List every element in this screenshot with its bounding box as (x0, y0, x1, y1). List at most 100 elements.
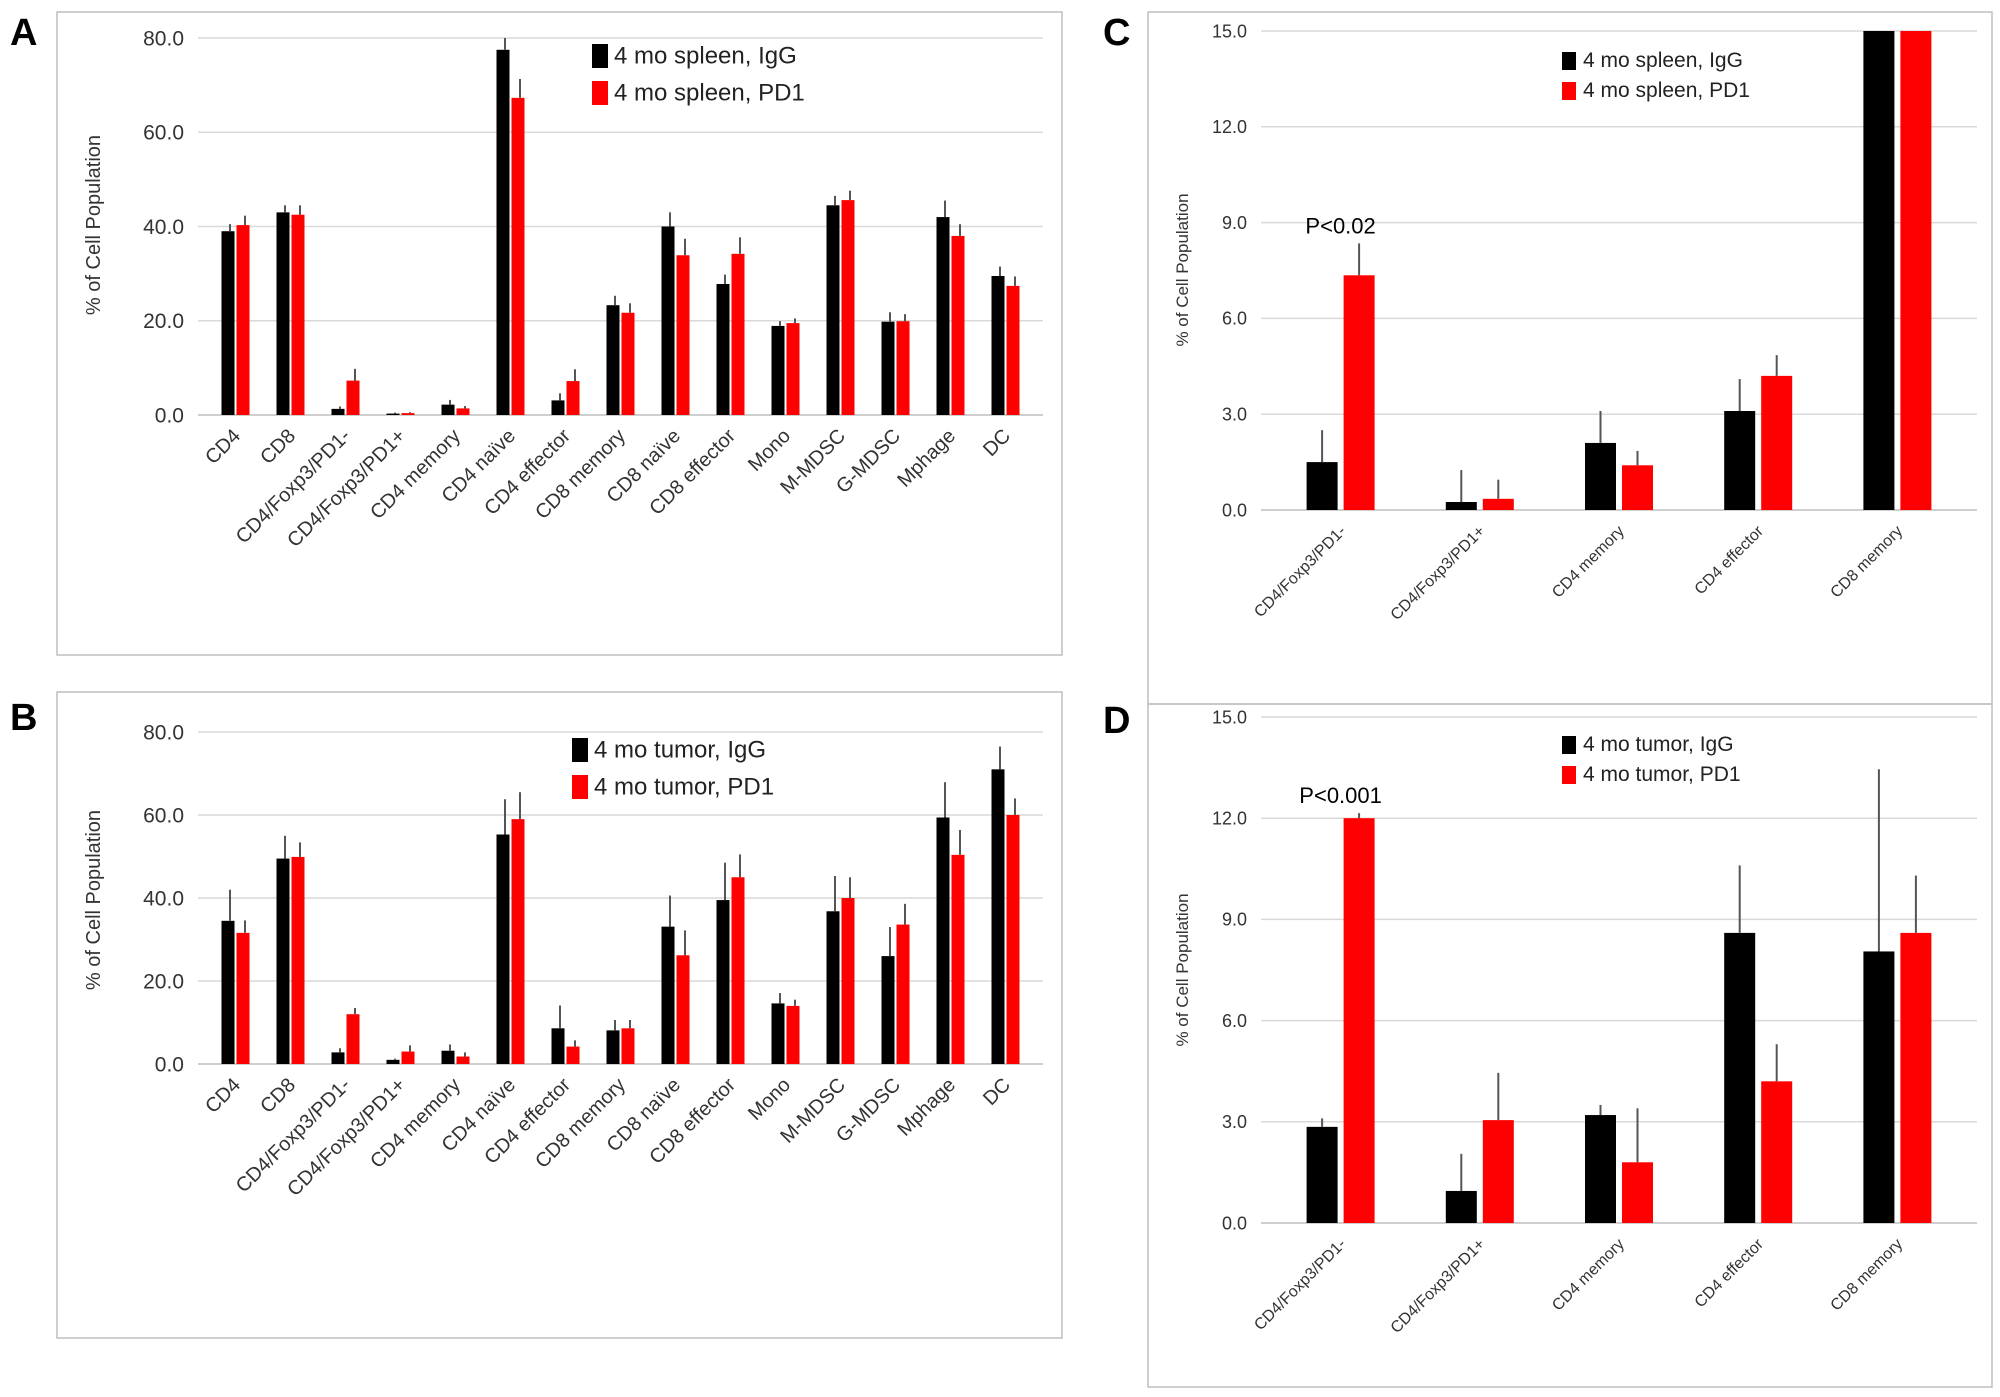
bar-series1 (496, 834, 510, 1064)
bar-series1 (606, 305, 620, 415)
bar-series1 (1585, 1115, 1616, 1223)
bar-series2 (731, 253, 745, 415)
y-tick-label: 6.0 (1222, 309, 1247, 329)
bar-series2 (236, 225, 250, 415)
bar-series2 (1622, 1162, 1653, 1223)
bar-series1 (606, 1030, 620, 1064)
x-tick-label: CD4 memory (1549, 523, 1628, 602)
bar-series2 (1343, 818, 1375, 1223)
bar-series1 (1306, 462, 1338, 510)
y-tick-label: 0.0 (155, 404, 184, 427)
x-tick-label: CD8 (256, 425, 300, 469)
y-axis-title: % of Cell Population (83, 135, 105, 315)
panel-label: D (1103, 700, 1130, 742)
x-tick-label: CD4 (201, 425, 245, 469)
bar-series1 (1306, 1126, 1338, 1223)
x-tick-label: Mphage (893, 425, 960, 492)
legend-label: 4 mo spleen, IgG (1583, 49, 1743, 72)
chart-panel-B: B 0.0 20.0 40.0 60.0 80.0 % of Cell Population… (10, 691, 1063, 1339)
x-tick-label: CD4/Foxp3/PD1+ (1388, 1236, 1489, 1337)
bar-series1 (331, 408, 345, 415)
y-tick-label: 6.0 (1222, 1011, 1247, 1031)
y-tick-label: 40.0 (143, 216, 184, 239)
bar-series1 (1863, 31, 1895, 510)
bar-series2 (1622, 465, 1653, 510)
legend-swatch (1562, 766, 1576, 784)
bar-series1 (881, 956, 895, 1064)
y-tick-label: 80.0 (143, 27, 184, 50)
legend-label: 4 mo tumor, IgG (1583, 733, 1734, 756)
bar-series2 (676, 955, 690, 1064)
bar-series1 (991, 275, 1005, 415)
bar-series1 (551, 1028, 565, 1064)
bar-series2 (456, 408, 470, 415)
bar-series2 (511, 819, 525, 1064)
bar-series1 (661, 226, 675, 415)
bar-series1 (331, 1052, 345, 1064)
bar-series2 (1761, 375, 1793, 510)
bar-series2 (1482, 498, 1514, 510)
bar-series2 (511, 97, 525, 415)
bar-series2 (236, 932, 250, 1064)
x-tick-label: CD4 memory (1549, 1236, 1628, 1315)
bar-series1 (1724, 932, 1756, 1223)
bar-series1 (1445, 1190, 1477, 1223)
bar-series1 (826, 911, 840, 1064)
y-tick-label: 80.0 (143, 721, 184, 744)
legend-swatch (1562, 736, 1576, 754)
panel-frame (56, 11, 1063, 656)
bar-series2 (291, 856, 305, 1064)
p-value-annotation: P<0.02 (1305, 213, 1375, 238)
panel-frame (56, 691, 1063, 1339)
bar-series2 (896, 321, 910, 415)
y-tick-label: 12.0 (1212, 117, 1247, 137)
bar-series1 (1724, 411, 1756, 510)
y-tick-label: 20.0 (143, 970, 184, 993)
bar-series2 (1900, 932, 1932, 1223)
x-tick-label: Mono (744, 425, 795, 476)
x-tick-label: CD8 (256, 1074, 300, 1118)
legend-swatch (572, 738, 588, 762)
y-axis-title: % of Cell Population (1173, 193, 1192, 346)
panel-label: A (10, 12, 37, 54)
x-tick-label: CD8 memory (1828, 523, 1907, 602)
x-tick-label: DC (979, 425, 1015, 461)
bar-series1 (441, 1050, 455, 1064)
bar-series1 (551, 400, 565, 415)
y-tick-label: 9.0 (1222, 213, 1247, 233)
bar-series2 (676, 255, 690, 415)
bar-series2 (731, 877, 745, 1064)
p-value-annotation: P<0.001 (1299, 783, 1382, 808)
legend-swatch (592, 81, 608, 105)
bar-series1 (496, 49, 510, 415)
bar-series2 (346, 1014, 360, 1064)
bar-series2 (401, 413, 415, 415)
chart-panel-A: A 0.0 20.0 40.0 60.0 80.0 % of Cell Population… (10, 11, 1063, 656)
bar-series2 (841, 898, 855, 1064)
legend-swatch (572, 775, 588, 799)
chart-panel-C: C 0.0 3.0 6.0 9.0 12.0 15.0 % of Cell Populatio… (1103, 11, 1993, 705)
y-tick-label: 60.0 (143, 122, 184, 145)
y-tick-label: 0.0 (1222, 1213, 1247, 1233)
y-tick-label: 15.0 (1212, 707, 1247, 727)
bar-series1 (881, 321, 895, 415)
bar-series2 (456, 1056, 470, 1064)
bar-series1 (1445, 502, 1477, 510)
bar-series1 (1863, 951, 1895, 1223)
bar-series2 (291, 214, 305, 415)
bar-series2 (566, 1046, 580, 1064)
legend-label: 4 mo tumor, IgG (594, 737, 766, 764)
bar-series1 (826, 205, 840, 415)
bar-series1 (221, 231, 235, 415)
y-tick-label: 15.0 (1212, 21, 1247, 41)
legend-label: 4 mo spleen, IgG (614, 43, 797, 70)
bar-series1 (936, 217, 950, 415)
x-tick-label: CD4 effector (1692, 1235, 1768, 1311)
y-tick-label: 60.0 (143, 804, 184, 827)
bar-series2 (621, 1028, 635, 1064)
y-tick-label: 3.0 (1222, 1112, 1247, 1132)
bar-series2 (1900, 31, 1932, 510)
bar-series1 (1585, 442, 1616, 510)
legend-label: 4 mo spleen, PD1 (1583, 79, 1750, 102)
bar-series1 (716, 283, 730, 415)
